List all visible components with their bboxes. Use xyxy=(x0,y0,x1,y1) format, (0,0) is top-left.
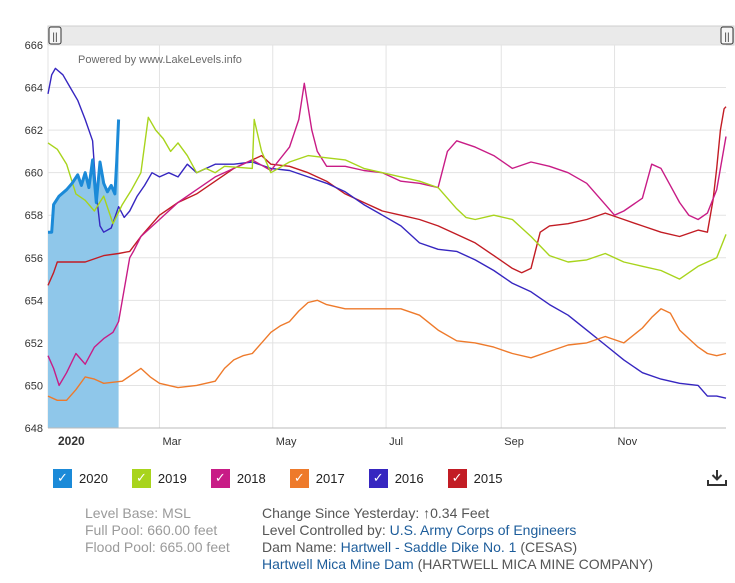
series-line-2015 xyxy=(47,106,727,286)
axis-layer: 648 650 652 654 656 658 660 662 664 666 2020 Mar May… xyxy=(25,40,726,448)
x-tick-label: Sep xyxy=(504,436,524,448)
y-tick-label: 654 xyxy=(25,295,43,307)
series-line-2020 xyxy=(48,119,121,234)
series-area-2020 xyxy=(48,119,119,428)
legend-item-2016[interactable]: ✓ 2016 xyxy=(368,468,424,488)
y-tick-label: 650 xyxy=(25,380,43,392)
checkmark-icon[interactable]: ✓ xyxy=(368,468,388,488)
download-icon[interactable] xyxy=(706,468,728,488)
full-pool-value: 660.00 feet xyxy=(147,522,218,538)
y-tick-label: 660 xyxy=(25,168,43,180)
series-line-2016 xyxy=(47,67,727,399)
dam-suffix: (CESAS) xyxy=(520,539,578,555)
y-tick-label: 652 xyxy=(25,338,43,350)
dam2-suffix: (HARTWELL MICA MINE COMPANY) xyxy=(417,556,654,572)
controlled-row: Level Controlled by: U.S. Army Corps of … xyxy=(262,522,653,539)
navigator-right-handle[interactable]: || xyxy=(720,26,734,45)
legend-item-2017[interactable]: ✓ 2017 xyxy=(289,468,345,488)
level-base-row: Level Base: MSL xyxy=(85,505,230,522)
svg-text:||: || xyxy=(52,32,57,43)
x-tick-label: May xyxy=(276,436,297,448)
series-line-2018 xyxy=(47,82,727,387)
x-tick-label: 2020 xyxy=(58,434,85,448)
watermark-text: Powered by www.LakeLevels.info xyxy=(78,54,242,66)
dam2-link[interactable]: Hartwell Mica Mine Dam xyxy=(262,556,414,572)
legend-label: 2019 xyxy=(157,470,187,486)
legend-label: 2017 xyxy=(315,470,345,486)
dam-label: Dam Name: xyxy=(262,539,337,555)
change-label: Change Since Yesterday: xyxy=(262,505,420,521)
level-base-label: Level Base: xyxy=(85,505,159,521)
fill-layer xyxy=(48,119,119,428)
legend-label: 2020 xyxy=(79,470,108,486)
legend-item-2019[interactable]: ✓ 2019 xyxy=(131,468,187,488)
controlled-link[interactable]: U.S. Army Corps of Engineers xyxy=(389,522,577,538)
series-line-2019 xyxy=(47,116,727,280)
change-row: Change Since Yesterday: ↑0.34 Feet xyxy=(262,505,653,522)
full-pool-label: Full Pool: xyxy=(85,522,144,538)
dam-row: Dam Name: Hartwell - Saddle Dike No. 1 (… xyxy=(262,539,653,556)
svg-text:||: || xyxy=(724,32,729,43)
change-value: 0.34 Feet xyxy=(430,505,490,521)
checkmark-icon[interactable]: ✓ xyxy=(289,468,309,488)
y-tick-label: 656 xyxy=(25,253,43,265)
navigator-bar[interactable] xyxy=(47,25,735,46)
lake-level-chart: || || 648 650 652 654 656 658 660 662 664 666 2020… xyxy=(25,25,735,448)
up-arrow-icon: ↑ xyxy=(423,505,431,521)
flood-pool-row: Flood Pool: 665.00 feet xyxy=(85,539,230,556)
controlled-label: Level Controlled by: xyxy=(262,522,386,538)
legend: ✓ 2020 ✓ 2019 ✓ 2018 ✓ 2017 ✓ 2016 ✓ 2015 xyxy=(53,466,527,490)
legend-item-2018[interactable]: ✓ 2018 xyxy=(210,468,266,488)
legend-label: 2016 xyxy=(394,470,424,486)
x-tick-label: Jul xyxy=(389,436,403,448)
legend-label: 2018 xyxy=(236,470,266,486)
y-tick-label: 664 xyxy=(25,83,43,95)
navigator-left-handle[interactable]: || xyxy=(48,26,62,45)
y-tick-label: 658 xyxy=(25,210,43,222)
lake-info-right: Change Since Yesterday: ↑0.34 Feet Level… xyxy=(262,505,653,573)
level-base-value: MSL xyxy=(162,505,191,521)
full-pool-row: Full Pool: 660.00 feet xyxy=(85,522,230,539)
checkmark-icon[interactable]: ✓ xyxy=(210,468,230,488)
x-tick-label: Mar xyxy=(162,436,181,448)
flood-pool-value: 665.00 feet xyxy=(159,539,230,555)
y-tick-label: 662 xyxy=(25,125,43,137)
checkmark-icon[interactable]: ✓ xyxy=(131,468,151,488)
y-tick-label: 666 xyxy=(25,40,43,52)
legend-item-2015[interactable]: ✓ 2015 xyxy=(447,468,503,488)
checkmark-icon[interactable]: ✓ xyxy=(447,468,467,488)
dam-link[interactable]: Hartwell - Saddle Dike No. 1 xyxy=(340,539,517,555)
lake-info-left: Level Base: MSL Full Pool: 660.00 feet F… xyxy=(85,505,230,556)
series-layer xyxy=(47,67,727,401)
dam2-row: Hartwell Mica Mine Dam (HARTWELL MICA MI… xyxy=(262,556,653,573)
series-line-2017 xyxy=(47,299,727,401)
x-tick-label: Nov xyxy=(618,436,638,448)
flood-pool-label: Flood Pool: xyxy=(85,539,156,555)
grid-layer xyxy=(47,44,726,429)
y-tick-label: 648 xyxy=(25,423,43,435)
legend-item-2020[interactable]: ✓ 2020 xyxy=(53,468,108,488)
checkmark-icon[interactable]: ✓ xyxy=(53,468,72,488)
legend-label: 2015 xyxy=(473,470,503,486)
